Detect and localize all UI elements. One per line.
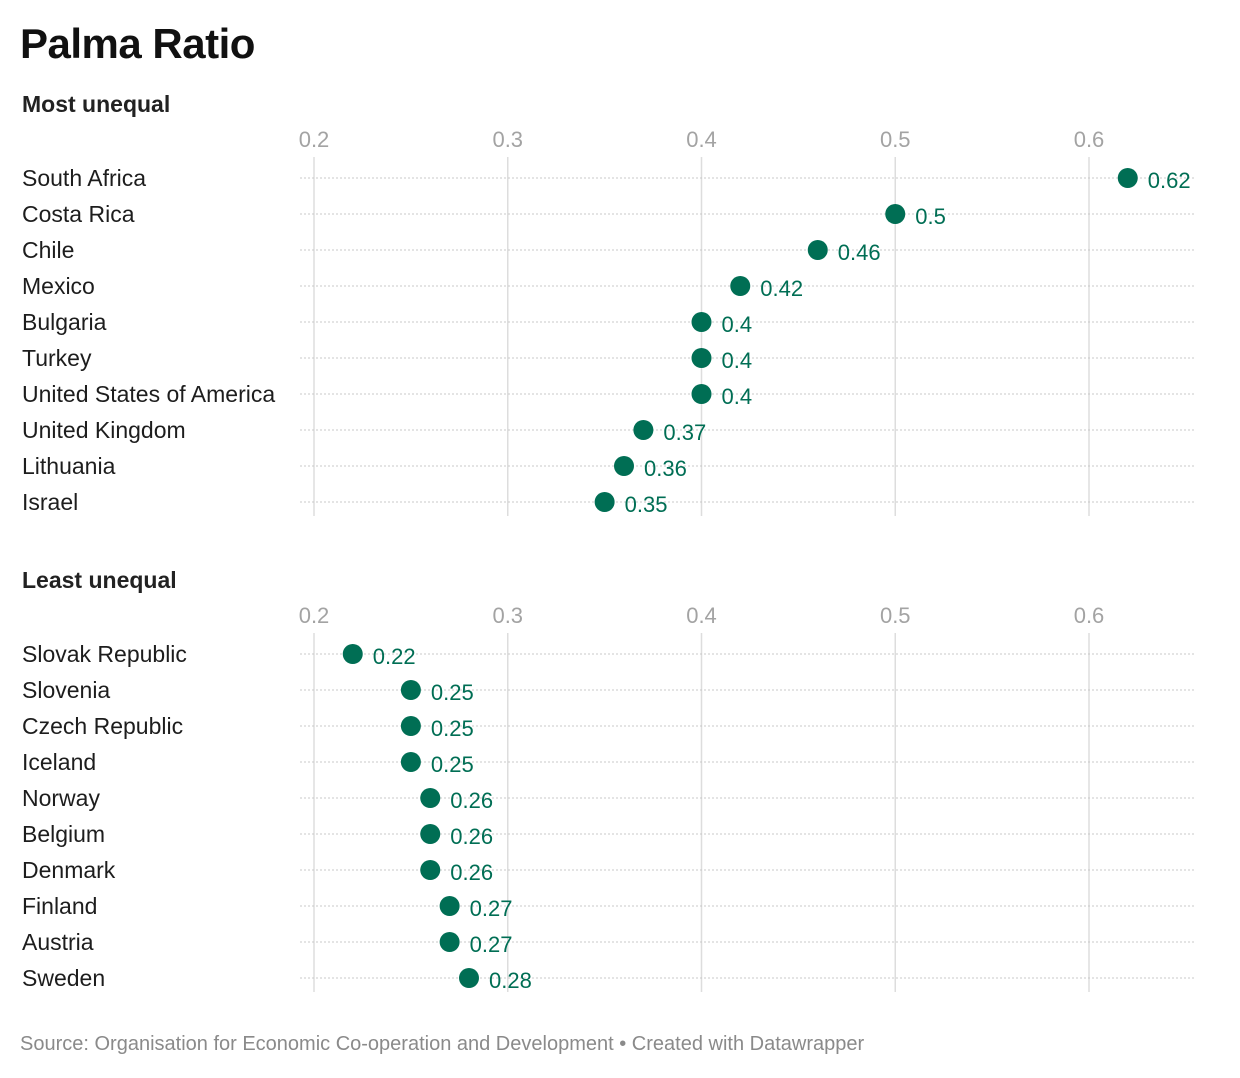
country-label: United Kingdom <box>22 417 186 443</box>
data-point <box>459 968 479 988</box>
value-label: 0.25 <box>431 680 474 705</box>
value-label: 0.42 <box>760 276 803 301</box>
panel-heading: Least unequal <box>22 567 177 593</box>
x-tick-label: 0.4 <box>686 603 717 628</box>
footer-separator: • <box>619 1033 627 1055</box>
x-tick-label: 0.6 <box>1074 603 1105 628</box>
x-tick-label: 0.2 <box>299 603 330 628</box>
dot-plot: 0.2 0.3 0.4 0.5 0.6 South Africa 0.62 Costa Ric… <box>22 127 1196 517</box>
data-point <box>400 716 421 736</box>
data-point <box>439 896 460 916</box>
data-point <box>1117 168 1138 188</box>
value-label: 0.36 <box>644 456 687 481</box>
data-point <box>594 492 615 512</box>
value-label: 0.4 <box>722 384 753 409</box>
country-label: Costa Rica <box>22 201 135 227</box>
data-point <box>691 312 712 332</box>
country-label: Czech Republic <box>22 713 183 739</box>
data-point <box>885 204 906 224</box>
panel-least-unequal: Least unequal 0.2 0.3 0.4 0.5 0.6 Slovak Repu… <box>0 564 1240 1004</box>
country-label: Turkey <box>22 345 92 371</box>
value-label: 0.22 <box>373 644 416 669</box>
chart-footer: Source: Organisation for Economic Co-ope… <box>20 1030 864 1058</box>
data-point <box>730 276 751 296</box>
x-tick-label: 0.6 <box>1074 127 1105 152</box>
value-label: 0.35 <box>625 492 668 517</box>
country-label: South Africa <box>22 165 146 191</box>
value-label: 0.26 <box>450 824 493 849</box>
data-point <box>420 788 441 808</box>
credit-link[interactable]: Created with Datawrapper <box>631 1033 865 1055</box>
data-point <box>420 824 441 844</box>
country-label: Denmark <box>22 857 116 883</box>
country-label: Sweden <box>22 965 105 991</box>
country-label: Slovenia <box>22 677 110 703</box>
data-point <box>691 348 712 368</box>
country-label: Israel <box>22 489 78 515</box>
x-tick-label: 0.5 <box>880 603 911 628</box>
data-point <box>400 752 421 772</box>
data-point <box>420 860 441 880</box>
value-label: 0.28 <box>489 968 532 993</box>
chart-title: Palma Ratio <box>20 20 255 67</box>
x-tick-label: 0.2 <box>299 127 330 152</box>
data-point <box>633 420 654 440</box>
country-label: Chile <box>22 237 74 263</box>
value-label: 0.46 <box>838 240 881 265</box>
data-point <box>807 240 828 260</box>
country-label: Austria <box>22 929 94 955</box>
country-label: Belgium <box>22 821 105 847</box>
country-label: Norway <box>22 785 100 811</box>
panel-heading: Most unequal <box>22 91 171 117</box>
source-note: Source: Organisation for Economic Co-ope… <box>20 1033 614 1055</box>
value-label: 0.25 <box>431 716 474 741</box>
value-label: 0.5 <box>915 204 946 229</box>
x-tick-label: 0.3 <box>492 127 523 152</box>
country-label: Mexico <box>22 273 95 299</box>
value-label: 0.27 <box>470 932 513 957</box>
data-point <box>342 644 363 664</box>
panel-most-unequal: Most unequal 0.2 0.3 0.4 0.5 0.6 South Africa… <box>0 88 1240 528</box>
value-label: 0.4 <box>722 348 753 373</box>
data-point <box>691 384 712 404</box>
value-label: 0.27 <box>470 896 513 921</box>
x-tick-label: 0.4 <box>686 127 717 152</box>
country-label: Iceland <box>22 749 96 775</box>
dot-plot: 0.2 0.3 0.4 0.5 0.6 Slovak Republic 0.22 Sloven… <box>22 603 1196 993</box>
country-label: Lithuania <box>22 453 116 479</box>
data-point <box>439 932 460 952</box>
country-label: United States of America <box>22 381 275 407</box>
value-label: 0.62 <box>1148 168 1191 193</box>
data-point <box>400 680 421 700</box>
value-label: 0.37 <box>663 420 706 445</box>
value-label: 0.4 <box>722 312 753 337</box>
x-tick-label: 0.3 <box>492 603 523 628</box>
country-label: Bulgaria <box>22 309 107 335</box>
value-label: 0.25 <box>431 752 474 777</box>
country-label: Finland <box>22 893 97 919</box>
value-label: 0.26 <box>450 788 493 813</box>
value-label: 0.26 <box>450 860 493 885</box>
country-label: Slovak Republic <box>22 641 187 667</box>
x-tick-label: 0.5 <box>880 127 911 152</box>
data-point <box>614 456 634 476</box>
